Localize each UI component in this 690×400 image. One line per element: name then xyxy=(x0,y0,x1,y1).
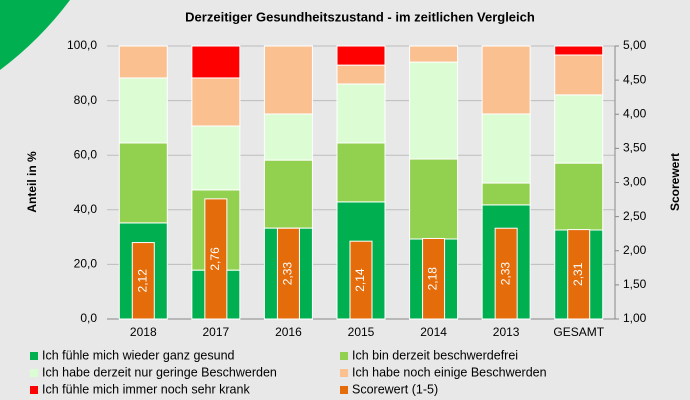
y2-tick-label: 3,50 xyxy=(623,141,647,155)
y2-tick-label: 5,00 xyxy=(623,38,647,52)
y-tick-label: 60,0 xyxy=(74,147,98,161)
bar-segment xyxy=(336,64,386,85)
y2-tick-label: 4,50 xyxy=(623,72,647,86)
value-label: 2,14 xyxy=(353,268,367,292)
bar-segment xyxy=(191,45,241,79)
legend-swatch xyxy=(30,369,38,377)
y2-tick-label: 3,00 xyxy=(623,175,647,189)
y-tick-label: 40,0 xyxy=(74,202,98,216)
bar-segment xyxy=(481,113,531,184)
bar-segment xyxy=(481,182,531,206)
bar-segment xyxy=(409,158,459,240)
y2-axis-label: Scorewert xyxy=(668,153,682,211)
chart-title: Derzeitiger Gesundheitszustand - im zeit… xyxy=(185,9,535,24)
score-bar xyxy=(422,237,446,320)
value-label: 2,31 xyxy=(571,262,585,286)
x-tick-label: 2017 xyxy=(203,325,230,339)
bar-segment xyxy=(191,77,241,127)
value-label: 2,33 xyxy=(281,262,295,286)
legend-swatch xyxy=(30,352,38,360)
bar-segment xyxy=(554,94,604,164)
x-tick-label: 2015 xyxy=(348,325,375,339)
legend-label: Ich bin derzeit beschwerdefrei xyxy=(352,348,518,362)
bar-segment xyxy=(336,83,386,144)
bar-segment xyxy=(118,142,168,224)
y2-tick-label: 1,00 xyxy=(623,311,647,325)
bar-segment xyxy=(118,77,168,144)
legend-label: Ich habe noch einige Beschwerden xyxy=(352,365,547,379)
bar-segment xyxy=(481,45,531,115)
y-tick-label: 100,0 xyxy=(67,38,97,52)
bar-segment xyxy=(409,45,459,63)
legend-label: Ich habe derzeit nur geringe Beschwerden xyxy=(42,365,277,379)
y-axis-label: Anteil in % xyxy=(25,151,39,213)
x-tick-label: 2013 xyxy=(493,325,520,339)
bar-segment xyxy=(336,45,386,66)
value-label: 2,33 xyxy=(498,262,512,286)
bar-segment xyxy=(554,54,604,96)
legend-swatch xyxy=(340,369,348,377)
corner-decoration xyxy=(0,0,70,70)
score-bar xyxy=(131,242,155,320)
bar-segment xyxy=(263,45,313,115)
score-bar xyxy=(567,229,591,320)
bar-segment xyxy=(263,159,313,229)
legend-label: Ich fühle mich immer noch sehr krank xyxy=(42,382,250,396)
bar-segment xyxy=(336,142,386,203)
score-bar xyxy=(494,227,518,320)
x-tick-label: 2018 xyxy=(130,325,157,339)
legend-label: Scorewert (1-5) xyxy=(352,382,438,396)
bar-segment xyxy=(554,45,604,56)
bar-segment xyxy=(409,61,459,160)
legend-swatch xyxy=(340,352,348,360)
value-label: 2,12 xyxy=(135,269,149,293)
score-bar xyxy=(204,198,228,320)
bar-segment xyxy=(263,113,313,161)
y-tick-label: 80,0 xyxy=(74,93,98,107)
legend-label: Ich fühle mich wieder ganz gesund xyxy=(42,348,235,362)
bar-segment xyxy=(554,162,604,231)
value-label: 2,18 xyxy=(426,267,440,291)
bar-segment xyxy=(118,45,168,79)
score-bar xyxy=(276,227,300,320)
y-tick-label: 20,0 xyxy=(74,257,98,271)
x-tick-label: 2014 xyxy=(420,325,447,339)
value-label: 2,76 xyxy=(208,247,222,271)
score-bar xyxy=(349,240,373,320)
y2-tick-label: 2,50 xyxy=(623,209,647,223)
y2-tick-label: 4,00 xyxy=(623,106,647,120)
y-tick-label: 0,0 xyxy=(80,311,97,325)
x-tick-label: GESAMT xyxy=(553,325,604,339)
legend-swatch xyxy=(30,386,38,394)
x-tick-label: 2016 xyxy=(275,325,302,339)
legend-swatch xyxy=(340,386,348,394)
bar-segment xyxy=(191,125,241,191)
y2-tick-label: 2,00 xyxy=(623,243,647,257)
y2-tick-label: 1,50 xyxy=(623,277,647,291)
